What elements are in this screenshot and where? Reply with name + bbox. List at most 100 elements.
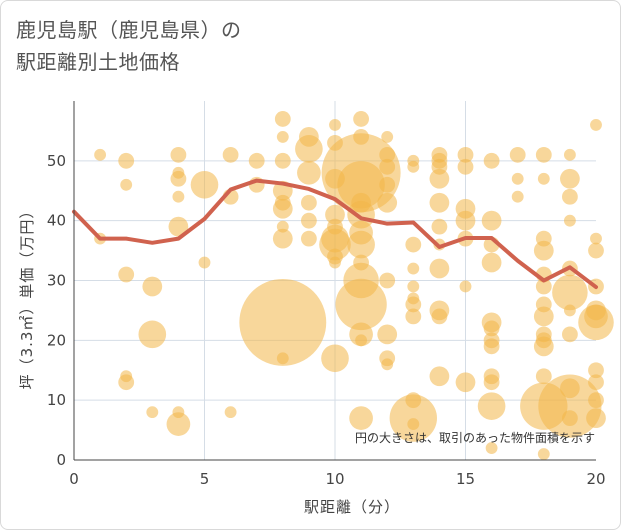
average-line-layer [72,178,598,290]
bubble-point [301,194,317,211]
bubble-point [455,210,476,231]
bubble-point [429,168,450,189]
bubble-point [329,119,341,131]
y-tick-label: 40 [47,212,66,230]
bubble-point [535,368,552,385]
bubble-point [588,374,604,391]
bubble-point [272,198,293,219]
bubble-point [562,188,578,205]
bubble-point [535,146,552,163]
bubble-point [588,392,604,409]
bubble-layer [94,111,614,460]
bubble-point [379,272,396,289]
bubble-point [560,168,580,189]
bubble-point [477,392,506,420]
bubble-point [239,278,327,366]
bubble-point [537,448,550,460]
x-tick-label: 20 [586,470,605,488]
bubble-point [588,362,604,379]
y-tick-label: 20 [47,331,66,349]
bubble-point [142,276,163,297]
bubble-point [170,170,187,187]
bubble-point [457,158,474,175]
bubble-point [321,344,349,373]
bubble-point [319,228,351,261]
bubble-point [337,161,385,209]
bubble-point [407,160,420,173]
bubble-point [295,135,323,163]
bubble-point [533,306,554,327]
bubble-point [590,119,602,131]
bubble-point [552,274,588,311]
bubble-point [377,192,398,213]
bubble-point [586,408,606,428]
bubble-point [429,192,450,213]
bubble-point [405,308,422,325]
y-tick-label: 30 [47,272,66,290]
bubble-point [511,172,524,185]
chart-title-line2: 駅距離別土地価格 [16,50,180,74]
bubble-point [563,214,576,227]
bubble-point [483,338,500,355]
bubble-point [118,266,135,283]
chart-title-line1: 鹿児島駅（鹿児島県）の [16,18,242,42]
bubble-point [301,230,317,247]
bubble-point [535,278,552,295]
bubble-point [274,152,291,169]
bubble-point [379,176,396,193]
bubble-point [170,146,187,163]
bubble-point [301,212,317,229]
bubble-point [224,406,237,419]
bubble-point [588,242,604,259]
y-tick-label: 10 [47,391,66,409]
bubble-point [94,148,107,161]
bubble-point [118,152,135,169]
bubble-point [168,216,189,237]
bubble-point [276,352,289,365]
bubble-point [274,111,291,127]
bubble-point [481,210,502,231]
bubble-point [347,230,375,259]
y-tick-label: 50 [47,152,66,170]
bubble-point [172,190,185,203]
bubble-point [381,358,394,371]
bubble-point [355,334,368,347]
bubble-point [455,372,476,393]
bubble-point [483,320,500,337]
y-axis-label: 坪（3.3㎡）単価（万円） [18,203,36,390]
bubble-point [563,148,576,161]
x-tick-label: 0 [69,470,79,488]
bubble-point [483,374,500,391]
bubble-point [407,418,420,431]
bubble-point [562,410,578,427]
bubble-point [272,228,293,249]
bubble-point [429,366,450,387]
bubble-point [379,146,396,163]
average-price-line [72,178,598,290]
bubble-point [407,280,420,293]
bubble-point [166,412,191,436]
x-axis-label: 駅距離（分） [304,498,400,516]
bubble-point [563,304,576,317]
bubble-point [248,152,265,169]
bubble-point [537,172,550,185]
bubble-point [457,146,474,163]
bubble-point [405,296,422,313]
bubble-point [120,178,133,191]
bubble-point [377,324,398,345]
x-tick-label: 10 [325,470,344,488]
bubble-point [190,170,219,199]
bubble-point [276,130,289,143]
bubble-point [533,240,554,261]
x-tick-label: 5 [200,470,210,488]
bubble-size-note: 円の大きさは、取引のあった物件面積を示す [355,430,595,445]
bubble-point [485,442,498,454]
bubble-point [118,374,135,391]
bubble-point [146,406,159,419]
bubble-point [325,204,345,225]
bubble-point [381,130,394,143]
bubble-point [389,394,437,442]
bubble-point [407,262,420,275]
